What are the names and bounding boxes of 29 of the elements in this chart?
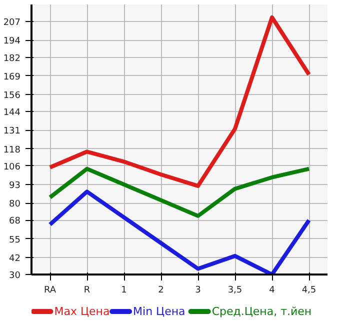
line-series [48, 166, 311, 218]
x-tick-label: 2 [158, 286, 164, 296]
legend-label: Max Цена [54, 305, 110, 318]
y-tick-label: 68 [9, 216, 21, 227]
y-tick-label: 42 [9, 254, 20, 264]
x-tick-label: 4 [269, 286, 276, 296]
y-tick-label: 80 [9, 200, 21, 210]
x-tick-label: 4,5 [302, 286, 316, 296]
y-tick-label: 55 [9, 235, 20, 246]
line-series [48, 190, 311, 274]
y-tick-label: 106 [3, 162, 21, 172]
y-tick-label: 182 [3, 54, 21, 64]
x-tick-label: RA [44, 286, 57, 296]
y-tick-label: 144 [3, 108, 21, 118]
x-tick-label: 3,5 [228, 286, 242, 296]
y-tick-label: 194 [3, 36, 21, 47]
legend-label: Сред.Цена, т.йен [212, 305, 312, 318]
x-tick-label: 1 [121, 286, 127, 296]
x-tick-label: R [84, 286, 90, 296]
line-series [48, 15, 311, 188]
y-tick-label: 131 [3, 126, 21, 137]
y-tick-label: 93 [9, 181, 20, 191]
y-tick-label: 118 [3, 145, 21, 156]
x-tick-label: 3 [195, 286, 201, 296]
y-tick-label: 156 [3, 91, 21, 101]
y-tick-label: 207 [3, 18, 21, 28]
legend-label: Min Цена [133, 305, 186, 318]
y-tick-label: 30 [9, 271, 21, 281]
y-tick-label: 169 [3, 72, 21, 82]
